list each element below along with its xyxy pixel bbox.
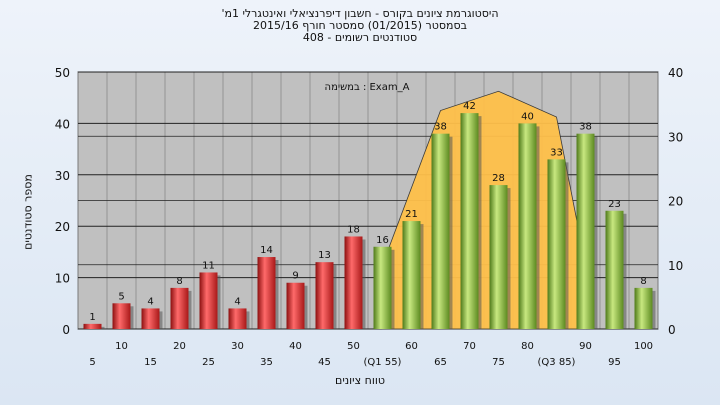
- y2-tick-label: 10: [668, 259, 683, 273]
- bar: [634, 287, 653, 329]
- bar: [576, 133, 595, 329]
- x-tick-label: 10: [115, 341, 128, 352]
- bar-value-label: 13: [318, 250, 331, 261]
- bar-value-label: 4: [234, 296, 240, 307]
- bar: [344, 236, 363, 329]
- bar: [402, 221, 421, 329]
- bar-value-label: 33: [550, 147, 563, 158]
- bar: [199, 272, 218, 329]
- y2-tick-label: 30: [668, 130, 683, 144]
- x-tick-label: 95: [608, 357, 621, 368]
- y-axis-label: מספר סטודנטים: [21, 174, 35, 250]
- x-axis-label: טווח ציונים: [335, 374, 385, 387]
- bar: [257, 257, 276, 329]
- x-tick-label: 40: [289, 341, 302, 352]
- bar-value-label: 8: [640, 276, 646, 287]
- y-tick-label: 40: [55, 117, 70, 131]
- title-line-2: בסמסטר (01/2015) סמסטר חורף 2015/16: [253, 19, 467, 32]
- bar-value-label: 5: [118, 291, 124, 302]
- bar-value-label: 8: [176, 276, 182, 287]
- y-tick-label: 20: [55, 220, 70, 234]
- bar: [460, 113, 479, 330]
- bar-value-label: 11: [202, 260, 215, 271]
- x-tick-label: 25: [202, 357, 215, 368]
- bar-value-label: 38: [579, 122, 592, 133]
- bar: [547, 159, 566, 329]
- y-tick-label: 0: [62, 323, 70, 337]
- x-tick-label: 75: [492, 357, 505, 368]
- bar-value-label: 9: [292, 271, 298, 282]
- bar-value-label: 40: [521, 111, 534, 122]
- bar: [518, 123, 537, 330]
- x-tick-label: 65: [434, 357, 447, 368]
- x-tick-label: 80: [521, 341, 534, 352]
- y2-tick-label: 20: [668, 195, 683, 209]
- x-tick-label: 5: [89, 357, 95, 368]
- bar: [141, 308, 160, 329]
- bar: [315, 262, 334, 329]
- bar-value-label: 42: [463, 101, 476, 112]
- bar-value-label: 4: [147, 296, 153, 307]
- y-tick-label: 10: [55, 272, 70, 286]
- x-tick-label: 30: [231, 341, 244, 352]
- x-tick-label: 20: [173, 341, 186, 352]
- bar-value-label: 18: [347, 224, 360, 235]
- bar: [431, 133, 450, 329]
- bar-value-label: 14: [260, 245, 273, 256]
- title-line-1: 'היסטוגרמת ציונים בקורס - חשבון דיפרנציא…: [221, 7, 499, 20]
- bar-value-label: 21: [405, 209, 418, 220]
- bar: [489, 185, 508, 329]
- chart-title: 'היסטוגרמת ציונים בקורס - חשבון דיפרנציא…: [0, 8, 720, 44]
- legend-text: במשימה : Exam_A: [325, 82, 410, 93]
- x-tick-label: 15: [144, 357, 157, 368]
- x-tick-label: 100: [634, 341, 653, 352]
- bar: [170, 287, 189, 329]
- bar-value-label: 1: [89, 312, 95, 323]
- bar: [605, 210, 624, 329]
- bar-value-label: 23: [608, 199, 621, 210]
- bar: [373, 246, 392, 329]
- bar-value-label: 16: [376, 235, 389, 246]
- title-line-3: סטודנטים רשומים - 408: [302, 31, 418, 44]
- x-tick-label: 90: [579, 341, 592, 352]
- y-tick-label: 50: [55, 66, 70, 80]
- bar-value-label: 38: [434, 122, 447, 133]
- bar: [286, 282, 305, 329]
- bar-value-label: 28: [492, 173, 505, 184]
- x-tick-label: 70: [463, 341, 476, 352]
- y2-tick-label: 40: [668, 66, 683, 80]
- bar: [228, 308, 247, 329]
- x-tick-label: (Q3 85): [538, 357, 576, 368]
- x-tick-label: 45: [318, 357, 331, 368]
- x-tick-label: 60: [405, 341, 418, 352]
- x-tick-label: (Q1 55): [364, 357, 402, 368]
- x-tick-label: 50: [347, 341, 360, 352]
- bar: [112, 303, 131, 329]
- bar: [83, 323, 102, 329]
- y2-tick-label: 0: [668, 323, 676, 337]
- x-tick-label: 35: [260, 357, 273, 368]
- y-tick-label: 30: [55, 169, 70, 183]
